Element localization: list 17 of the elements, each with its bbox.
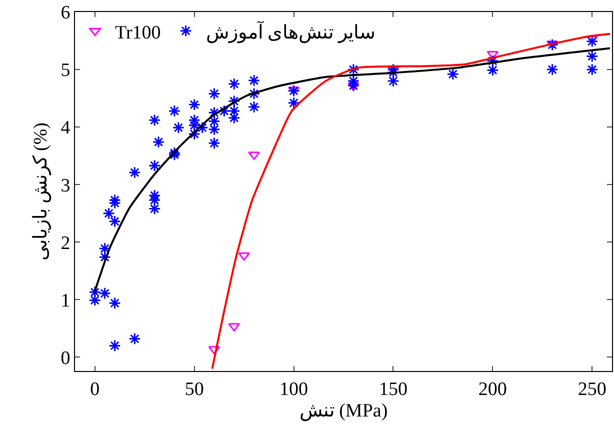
legend-label: سایر تنش‌های آموزش [206,20,376,44]
x-tick-label: 200 [478,378,507,400]
x-tick-label: 100 [280,378,308,400]
legend-label: Tr100 [115,22,161,44]
y-tick-label: 2 [60,232,70,254]
y-tick-label: 3 [60,175,70,196]
y-tick-label: 1 [60,290,70,312]
x-tick-label: 0 [90,378,100,400]
x-tick-label: 50 [184,378,204,400]
y-tick-label: 5 [60,60,70,82]
y-tick-label: 4 [60,118,71,139]
y-axis-title: کرنش بازیابی (%) [30,122,52,260]
x-tick-label: 150 [378,378,408,400]
y-tick-label: 0 [60,348,70,369]
y-tick-label: 6 [60,2,70,24]
x-axis-title: تنش (MPa) [299,400,388,422]
x-tick-label: 250 [578,378,606,400]
